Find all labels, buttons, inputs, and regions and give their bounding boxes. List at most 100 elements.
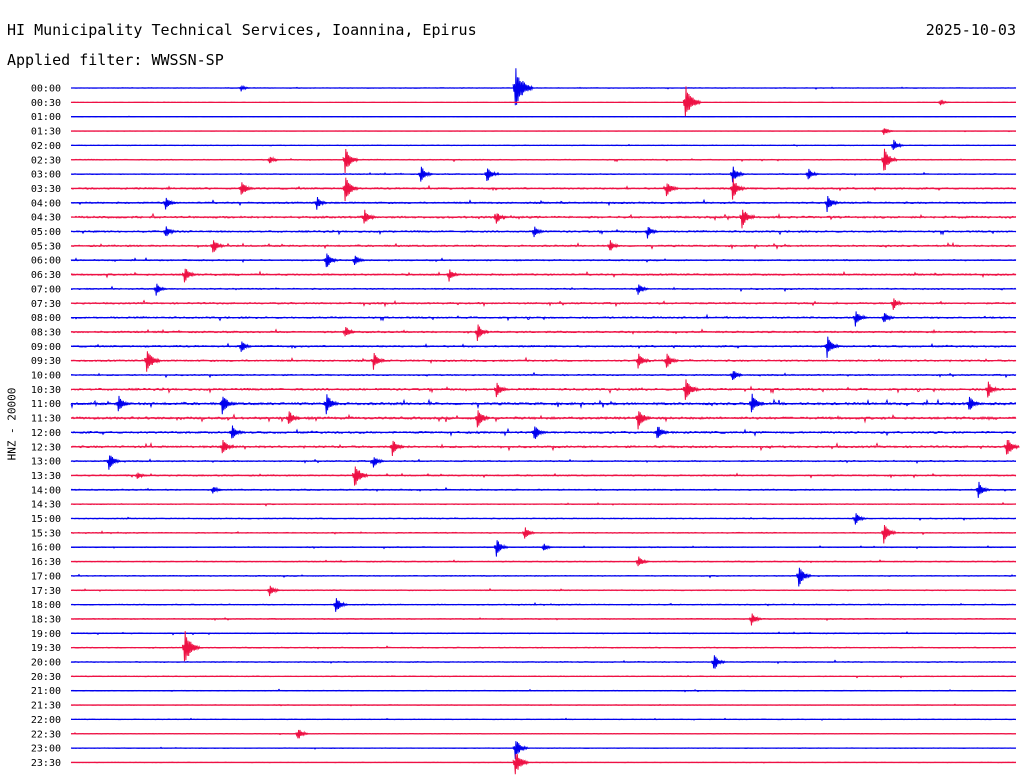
trace-waveform bbox=[71, 530, 1017, 536]
row-time-label: 06:30 bbox=[31, 270, 61, 281]
row-time-label: 23:30 bbox=[31, 758, 61, 769]
seismic-event bbox=[635, 411, 652, 430]
row-time-label: 16:30 bbox=[31, 557, 61, 568]
seismic-event bbox=[654, 426, 670, 439]
seismic-event bbox=[937, 99, 950, 106]
seismic-event bbox=[881, 128, 894, 135]
row-time-label: 09:30 bbox=[31, 356, 61, 367]
row-time-label: 03:30 bbox=[31, 184, 61, 195]
trace-waveform bbox=[70, 398, 1017, 410]
trace-waveform bbox=[70, 458, 1017, 465]
row-time-label: 21:30 bbox=[31, 701, 61, 712]
seismic-event bbox=[881, 148, 898, 171]
seismic-event bbox=[219, 440, 235, 454]
seismic-event bbox=[285, 411, 301, 424]
trace-waveform bbox=[70, 675, 1017, 679]
trace-waveform bbox=[70, 703, 1017, 707]
trace-waveform bbox=[70, 86, 1017, 90]
seismic-event bbox=[361, 209, 377, 224]
seismic-event bbox=[531, 426, 547, 439]
seismic-event bbox=[663, 183, 679, 197]
row-time-label: 22:30 bbox=[31, 729, 61, 740]
row-time-label: 13:00 bbox=[31, 457, 61, 468]
trace-waveform bbox=[70, 212, 1017, 221]
row-time-label: 19:30 bbox=[31, 643, 61, 654]
seismic-event bbox=[323, 394, 340, 415]
row-time-label: 05:30 bbox=[31, 241, 61, 252]
row-time-label: 02:00 bbox=[31, 141, 61, 152]
row-time-label: 12:30 bbox=[31, 442, 61, 453]
seismic-event bbox=[512, 741, 529, 760]
row-time-label: 14:00 bbox=[31, 485, 61, 496]
seismic-event bbox=[522, 527, 536, 539]
seismic-event bbox=[210, 486, 223, 494]
trace-waveform bbox=[70, 501, 1017, 507]
seismic-event bbox=[163, 226, 177, 237]
seismic-event bbox=[852, 311, 868, 327]
seismic-event bbox=[474, 410, 491, 428]
seismic-event bbox=[985, 381, 1001, 398]
filter-label: Applied filter: WWSSN-SP bbox=[7, 51, 224, 69]
seismic-event bbox=[370, 352, 386, 370]
seismic-event bbox=[635, 353, 651, 369]
seismic-event bbox=[1004, 439, 1020, 455]
seismic-event bbox=[531, 226, 545, 238]
row-time-label: 08:00 bbox=[31, 313, 61, 324]
seismic-event bbox=[663, 353, 679, 368]
row-time-label: 00:30 bbox=[31, 98, 61, 109]
seismic-event bbox=[219, 396, 236, 415]
seismic-event bbox=[682, 379, 700, 400]
seismic-event bbox=[418, 166, 433, 182]
row-time-label: 09:00 bbox=[31, 342, 61, 353]
seismic-event bbox=[644, 226, 659, 239]
row-time-label: 17:30 bbox=[31, 586, 61, 597]
trace-waveform bbox=[70, 130, 1016, 133]
seismic-event bbox=[210, 240, 226, 253]
trace-waveform bbox=[70, 486, 1017, 493]
trace-waveform bbox=[70, 645, 1017, 650]
record-date: 2025-10-03 bbox=[925, 21, 1016, 39]
trace-waveform bbox=[70, 328, 1017, 335]
row-time-label: 11:00 bbox=[31, 399, 61, 410]
row-time-label: 13:30 bbox=[31, 471, 61, 482]
seismic-event bbox=[635, 284, 649, 295]
trace-waveform bbox=[70, 158, 1017, 163]
seismic-event bbox=[512, 68, 534, 106]
trace-waveform bbox=[70, 688, 1017, 693]
trace-waveform bbox=[70, 413, 1017, 423]
seismic-event bbox=[796, 567, 812, 587]
seismic-event bbox=[134, 472, 148, 479]
seismic-event bbox=[370, 457, 385, 468]
row-time-label: 20:30 bbox=[31, 672, 61, 683]
seismic-event bbox=[682, 86, 702, 117]
trace-waveform bbox=[70, 285, 1017, 293]
trace-waveform bbox=[70, 184, 1017, 192]
row-time-label: 08:30 bbox=[31, 327, 61, 338]
row-time-label: 01:00 bbox=[31, 112, 61, 123]
row-time-label: 10:00 bbox=[31, 371, 61, 382]
seismic-event bbox=[748, 613, 763, 626]
row-time-label: 20:00 bbox=[31, 658, 61, 669]
trace-waveform bbox=[70, 588, 1017, 592]
seismic-event bbox=[295, 729, 309, 739]
seismic-event bbox=[144, 351, 161, 372]
row-time-label: 16:00 bbox=[31, 543, 61, 554]
seismic-event bbox=[493, 382, 509, 398]
row-time-label: 07:30 bbox=[31, 299, 61, 310]
seismic-event bbox=[115, 395, 131, 412]
seismic-event bbox=[266, 585, 281, 597]
seismic-event bbox=[153, 283, 168, 296]
seismic-event bbox=[238, 341, 253, 352]
seismic-event bbox=[805, 168, 820, 180]
seismic-event bbox=[824, 336, 841, 358]
row-time-label: 18:30 bbox=[31, 614, 61, 625]
trace-waveform bbox=[70, 573, 1017, 579]
seismic-event bbox=[484, 168, 500, 182]
row-time-label: 15:30 bbox=[31, 528, 61, 539]
row-time-label: 19:00 bbox=[31, 629, 61, 640]
row-time-label: 03:00 bbox=[31, 170, 61, 181]
row-time-label: 00:00 bbox=[31, 84, 61, 95]
row-time-label: 11:30 bbox=[31, 414, 61, 425]
seismic-event bbox=[474, 324, 490, 342]
trace-waveform bbox=[71, 342, 1017, 350]
